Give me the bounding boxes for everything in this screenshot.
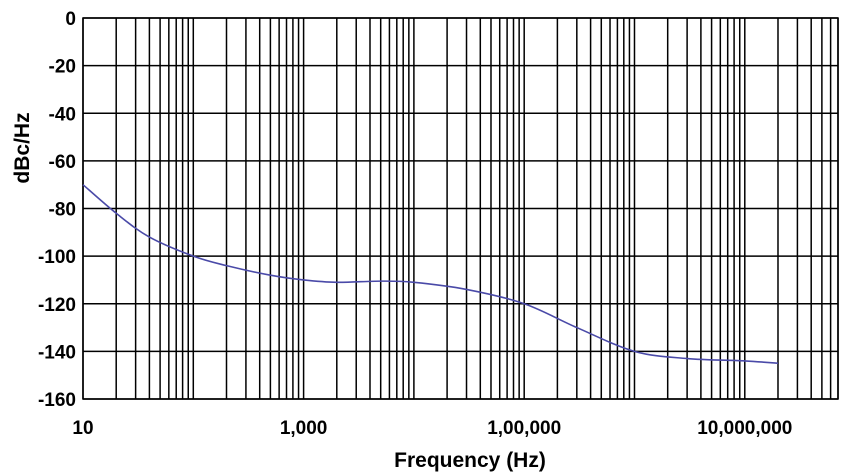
x-tick-label: 1,000: [280, 418, 328, 439]
y-axis-title: dBc/Hz: [11, 112, 34, 183]
y-tick-label: -100: [38, 247, 76, 268]
grid: [82, 17, 839, 400]
x-axis-title: Frequency (Hz): [394, 449, 546, 472]
y-tick-label: -40: [49, 104, 76, 125]
plot-area-border: [82, 17, 839, 400]
y-tick-labels: 0 -20 -40 -60 -80 -100 -120 -140 -160: [38, 9, 76, 411]
y-tick-label: -60: [49, 152, 76, 173]
y-tick-label: 0: [65, 9, 76, 30]
x-tick-label: 10: [72, 418, 93, 439]
x-tick-labels: 10 1,000 1,00,000 10,000,000: [72, 418, 792, 439]
series-line: [82, 184, 779, 365]
x-tick-label: 1,00,000: [487, 418, 561, 439]
y-tick-label: -160: [38, 390, 76, 411]
y-tick-label: -20: [49, 57, 76, 78]
y-tick-label: -140: [38, 342, 76, 363]
series-layer: [82, 184, 779, 365]
x-tick-label: 10,000,000: [697, 418, 792, 439]
y-tick-label: -80: [49, 200, 76, 221]
y-tick-label: -120: [38, 295, 76, 316]
